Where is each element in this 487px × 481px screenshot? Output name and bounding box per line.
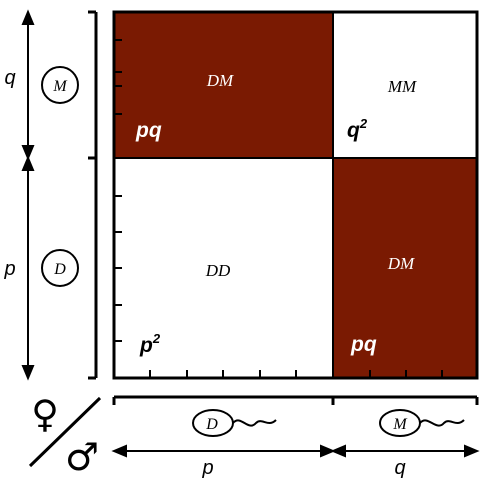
female-allele-bottom-circle (41, 249, 79, 287)
left-tick-marks (114, 39, 122, 342)
female-allele-top: M (52, 78, 68, 95)
cell-top-right-genotype: MM (387, 77, 417, 96)
male-q-label: q (394, 457, 405, 479)
cell-bottom-left-genotype: DD (205, 261, 231, 280)
female-allele-top-circle (41, 66, 79, 104)
female-q-label: q (4, 67, 15, 89)
female-p-label: p (3, 258, 15, 280)
female-p-arrow (21, 155, 35, 381)
bottom-tick-marks (149, 370, 443, 378)
cell-bottom-left-freq-base: p (139, 334, 153, 357)
cell-top-right-freq-base: q (347, 119, 360, 142)
male-q-arrow (330, 444, 480, 458)
cell-bottom-left-freq-power: 2 (152, 331, 161, 346)
cell-bottom-right-genotype: DM (387, 254, 415, 273)
male-p-arrow (111, 444, 336, 458)
cell-top-left (113, 11, 334, 159)
cell-top-right (332, 11, 478, 159)
sex-divider-line (28, 396, 102, 468)
cell-top-left-genotype: DM (206, 71, 234, 90)
cell-top-right-freq-power: 2 (359, 116, 368, 131)
cell-bottom-left (113, 157, 334, 379)
male-allele-left: D (205, 416, 218, 433)
male-gamete-left (192, 409, 277, 437)
cell-top-right-frequency: q2 (347, 116, 368, 142)
female-bracket (88, 10, 98, 380)
male-allele-right: M (392, 416, 408, 433)
cell-bottom-right (332, 157, 478, 379)
male-bracket (112, 395, 479, 405)
female-q-arrow (21, 9, 35, 161)
male-symbol: ♂ (65, 435, 99, 479)
female-allele-bottom: D (53, 261, 66, 278)
cell-top-left-frequency: pq (135, 119, 162, 142)
male-p-label: p (201, 457, 213, 479)
male-gamete-right (379, 409, 465, 437)
cell-bottom-right-frequency: pq (350, 333, 377, 356)
cell-bottom-left-frequency: p2 (139, 331, 161, 357)
female-symbol: ♀ (31, 392, 59, 436)
